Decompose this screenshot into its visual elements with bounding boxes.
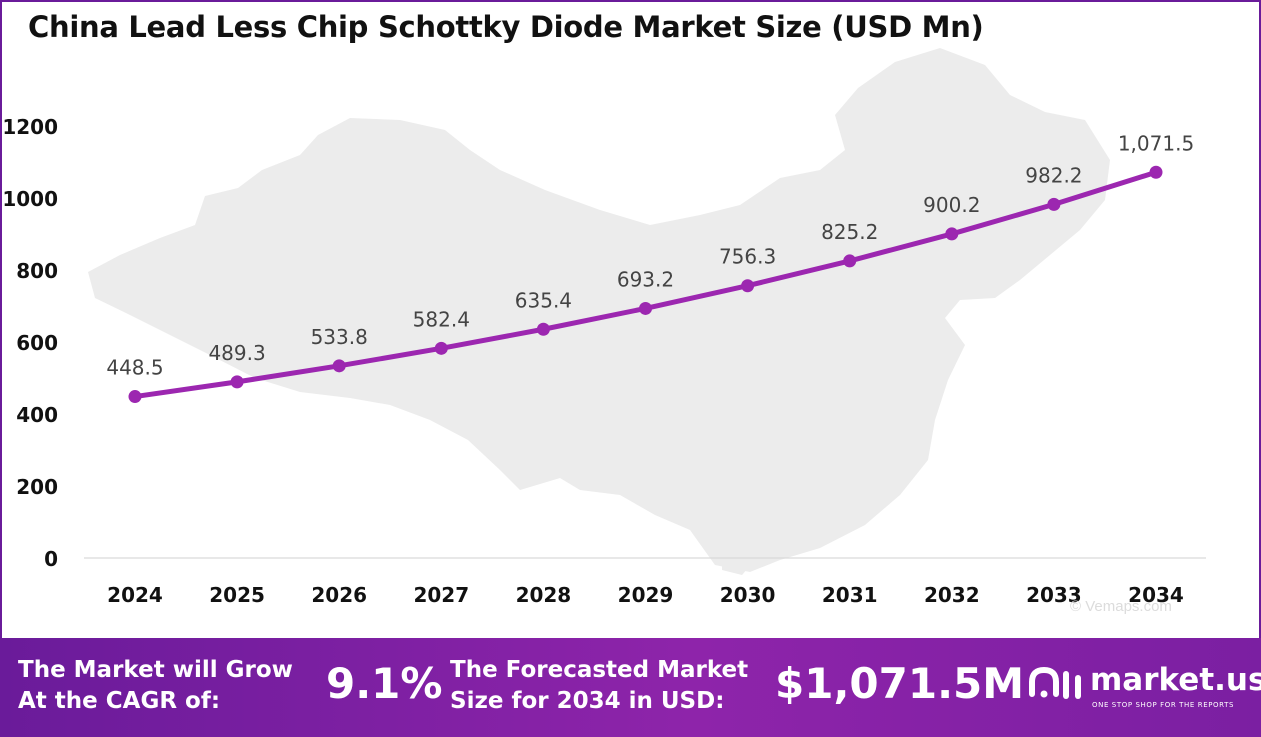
y-tick-label: 200 bbox=[16, 475, 58, 499]
forecast-caption-line2: Size for 2034 in USD: bbox=[450, 688, 725, 714]
brand-logo-block: market.us ONE STOP SHOP FOR THE REPORTS bbox=[1028, 660, 1261, 720]
data-label: 448.5 bbox=[106, 356, 163, 380]
y-tick-label: 600 bbox=[16, 331, 58, 355]
data-point bbox=[434, 341, 448, 355]
y-tick-label: 1000 bbox=[2, 187, 58, 211]
forecast-caption-line1: The Forecasted Market bbox=[450, 657, 749, 683]
x-tick-label: 2026 bbox=[311, 583, 367, 607]
chart-title: China Lead Less Chip Schottky Diode Mark… bbox=[28, 10, 984, 44]
data-label: 982.2 bbox=[1025, 163, 1082, 187]
cagr-caption: The Market will Grow At the CAGR of: bbox=[18, 655, 328, 717]
data-point bbox=[128, 390, 142, 404]
watermark: © Vemaps.com bbox=[1070, 598, 1172, 615]
data-point bbox=[1047, 197, 1061, 211]
data-point bbox=[536, 322, 550, 336]
x-tick-label: 2031 bbox=[822, 583, 878, 607]
data-label: 582.4 bbox=[413, 307, 470, 331]
chart-area: 0 200 400 600 800 1000 1200 2024 2025 2026 2027 20… bbox=[2, 48, 1206, 607]
x-tick-label: 2033 bbox=[1026, 583, 1082, 607]
brand-name: market.us bbox=[1090, 662, 1261, 698]
data-point bbox=[741, 279, 755, 293]
x-tick-label: 2030 bbox=[720, 583, 776, 607]
brand-tagline: ONE STOP SHOP FOR THE REPORTS bbox=[1092, 701, 1235, 709]
x-tick-label: 2028 bbox=[516, 583, 572, 607]
data-label: 693.2 bbox=[617, 267, 674, 291]
data-label: 825.2 bbox=[821, 220, 878, 244]
forecast-caption: The Forecasted Market Size for 2034 in U… bbox=[450, 655, 760, 717]
y-tick-label: 400 bbox=[16, 403, 58, 427]
data-label: 635.4 bbox=[515, 288, 572, 312]
x-tick-label: 2027 bbox=[413, 583, 469, 607]
market-us-logo-icon bbox=[1029, 666, 1081, 699]
data-point bbox=[639, 301, 652, 315]
data-label: 900.2 bbox=[923, 193, 980, 217]
x-tick-label: 2025 bbox=[209, 583, 265, 607]
summary-banner: The Market will Grow At the CAGR of: 9.1… bbox=[0, 638, 1261, 737]
cagr-value: 9.1% bbox=[326, 659, 443, 708]
x-tick-label: 2024 bbox=[107, 583, 163, 607]
china-map-background bbox=[88, 48, 1110, 572]
data-point bbox=[1149, 165, 1163, 179]
x-tick-label: 2032 bbox=[924, 583, 980, 607]
data-point bbox=[843, 254, 857, 268]
data-label: 489.3 bbox=[208, 341, 265, 365]
y-tick-label: 0 bbox=[44, 547, 58, 571]
data-point bbox=[945, 227, 959, 241]
data-point bbox=[332, 359, 346, 373]
x-tick-label: 2034 bbox=[1128, 583, 1184, 607]
y-tick-label: 800 bbox=[16, 259, 58, 283]
data-point bbox=[230, 375, 244, 389]
forecast-value: $1,071.5M bbox=[775, 659, 1025, 708]
data-label: 533.8 bbox=[311, 325, 368, 349]
x-tick-label: 2029 bbox=[618, 583, 674, 607]
cagr-caption-line1: The Market will Grow bbox=[18, 657, 293, 683]
data-label: 1,071.5 bbox=[1118, 131, 1194, 155]
y-tick-label: 1200 bbox=[2, 115, 58, 139]
cagr-caption-line2: At the CAGR of: bbox=[18, 688, 221, 714]
data-label: 756.3 bbox=[719, 245, 776, 269]
hainan-island-background bbox=[722, 545, 755, 575]
